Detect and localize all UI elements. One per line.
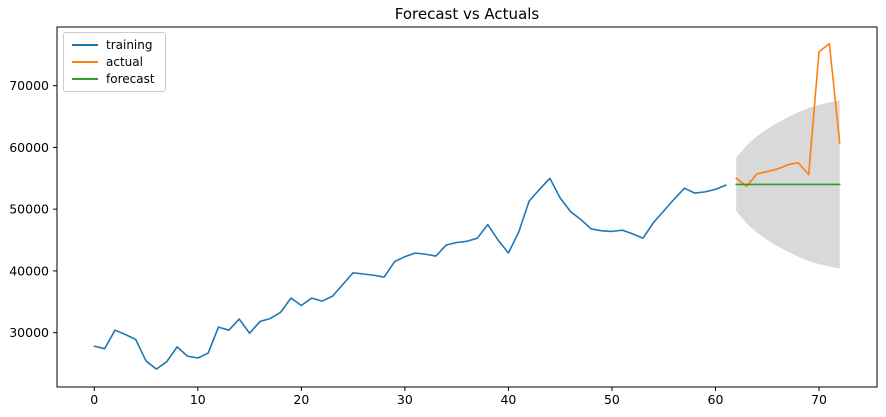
y-tick-label: 50000	[9, 202, 49, 217]
x-tick-label: 70	[811, 392, 827, 407]
y-tick-label: 40000	[9, 263, 49, 278]
training-line	[93, 177, 727, 370]
y-tick-label: 70000	[9, 78, 49, 93]
x-tick-label: 10	[190, 392, 206, 407]
x-tick-label: 60	[708, 392, 724, 407]
actual-line	[735, 42, 841, 188]
forecast-line-swatch	[72, 78, 98, 80]
legend-item-forecast: forecast	[72, 72, 155, 86]
legend: training actual forecast	[63, 32, 166, 92]
training-line-swatch	[72, 44, 98, 46]
legend-label-forecast: forecast	[106, 72, 155, 86]
x-tick-label: 30	[397, 392, 413, 407]
series-layer	[93, 42, 841, 370]
legend-label-training: training	[106, 38, 153, 52]
legend-label-actual: actual	[106, 55, 143, 69]
axes-layer: 0 10 20 30 40 50 60 70 30000 40000 50000 60000 70000	[9, 26, 878, 407]
y-tick-label: 60000	[9, 140, 49, 155]
plot-border	[56, 26, 878, 388]
actual-line-swatch	[72, 61, 98, 63]
x-tick-label: 20	[293, 392, 309, 407]
legend-item-actual: actual	[72, 55, 155, 69]
x-tick-label: 50	[604, 392, 620, 407]
legend-item-training: training	[72, 38, 155, 52]
chart-title: Forecast vs Actuals	[394, 5, 540, 23]
x-tick-label: 0	[90, 392, 98, 407]
y-tick-label: 30000	[9, 325, 49, 340]
x-tick-label: 40	[500, 392, 516, 407]
